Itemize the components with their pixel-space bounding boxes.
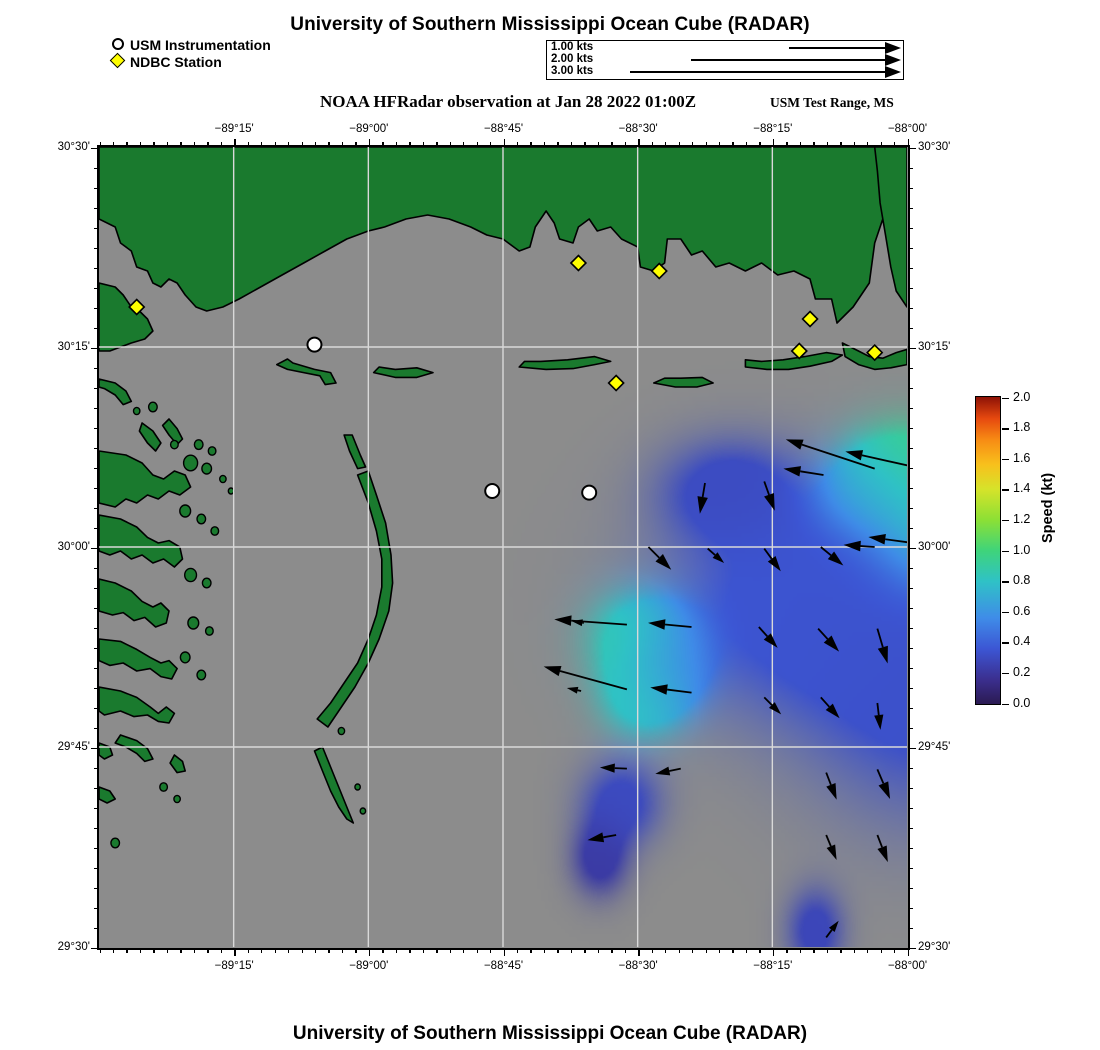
ndbc-station-diamond-icon: [109, 52, 130, 70]
x-axis-label: −89°15': [214, 123, 254, 135]
ndbc-station-marker: [650, 262, 668, 280]
colorbar-tick: [1002, 703, 1009, 706]
colorbar-tick: [1002, 672, 1009, 675]
vector-key-row-2: 2.00 kts: [547, 53, 903, 66]
vector-scale-key: 1.00 kts 2.00 kts 3.00 kts: [546, 40, 904, 80]
colorbar-tick: [1002, 642, 1009, 644]
vector-key-arrowhead-2: [885, 54, 901, 66]
vector-key-label-3: 3.00 kts: [551, 65, 594, 77]
station-legend: USM Instrumentation NDBC Station: [109, 37, 271, 70]
colorbar-tick-label: 0.2: [1013, 664, 1031, 679]
colorbar-tick-label: 2.0: [1013, 389, 1031, 404]
colorbar-tick-label: 1.4: [1013, 481, 1031, 496]
colorbar-tick-label: 0.8: [1013, 573, 1031, 588]
x-axis-label: −88°45': [483, 960, 524, 972]
ndbc-station-marker: [607, 374, 625, 392]
legend-item-ndbc-station: NDBC Station: [109, 52, 271, 70]
y-axis-label: 29°45': [918, 740, 951, 753]
x-axis-label: −88°45': [483, 123, 524, 135]
x-axis-label: −88°15': [753, 960, 793, 972]
vector-key-row-1: 1.00 kts: [547, 41, 903, 54]
legend-label-ndbc: NDBC Station: [130, 54, 222, 70]
colorbar-title: Speed (kt): [1040, 472, 1056, 544]
colorbar-tick-label: 1.8: [1013, 420, 1031, 435]
colorbar-tick-label: 0.0: [1013, 695, 1031, 710]
y-axis-label: 29°30': [57, 940, 90, 953]
colorbar-tick: [1002, 519, 1009, 522]
vector-key-arrowhead-1: [885, 42, 901, 54]
y-axis-label: 30°15': [57, 340, 90, 353]
legend-item-usm-instrumentation: USM Instrumentation: [110, 37, 271, 53]
vector-key-label-2: 2.00 kts: [551, 53, 594, 65]
observation-subtitle: NOAA HFRadar observation at Jan 28 2022 …: [319, 92, 697, 111]
x-axis-label: −88°00': [887, 123, 928, 135]
speed-colorbar: 2.0 1.8 1.6 1.4 1.2 1.0 0.8 0.6 0.4 0.2 0.0: [975, 390, 1030, 709]
colorbar-tick: [1002, 397, 1009, 400]
x-axis-label: −88°15': [753, 123, 793, 135]
page-title: University of Southern Mississippi Ocean…: [290, 14, 810, 35]
vector-key-shaft-3: [630, 71, 887, 73]
map-canvas[interactable]: [99, 147, 908, 948]
ndbc-station-marker: [801, 310, 819, 328]
usm-instrumentation-marker: [581, 484, 598, 501]
radar-map[interactable]: [97, 145, 910, 950]
legend-label-usm: USM Instrumentation: [130, 37, 271, 53]
usm-instrumentation-marker: [306, 336, 323, 353]
colorbar-tick: [1002, 581, 1009, 583]
colorbar-tick-label: 1.6: [1013, 450, 1031, 465]
colorbar-tick: [1002, 489, 1009, 491]
usm-instrumentation-marker: [484, 483, 501, 499]
ndbc-station-marker: [790, 342, 808, 360]
x-axis-label: −88°30': [618, 123, 658, 135]
y-axis-label: 29°45': [57, 740, 90, 753]
x-axis-label: −88°00': [887, 960, 928, 972]
colorbar-tick-label: 0.4: [1013, 634, 1031, 649]
colorbar-tick-label: 1.0: [1013, 542, 1031, 557]
x-axis-label: −89°00': [349, 123, 389, 135]
ndbc-station-marker: [569, 254, 588, 272]
y-axis-label: 30°00': [57, 540, 90, 553]
ndbc-station-marker: [866, 343, 884, 362]
colorbar-gradient: [975, 396, 1001, 705]
colorbar-tick: [1002, 611, 1009, 614]
vector-key-shaft-2: [691, 59, 887, 61]
vector-key-shaft-1: [789, 47, 887, 49]
colorbar-tick: [1002, 458, 1009, 461]
vector-key-arrowhead-3: [885, 66, 901, 78]
footer-title: University of Southern Mississippi Ocean…: [292, 1023, 808, 1044]
map-vector-layer: [99, 147, 907, 947]
y-axis-label: 30°30': [918, 140, 951, 153]
station-markers: [128, 254, 884, 501]
y-axis-label: 30°30': [57, 140, 90, 153]
colorbar-tick: [1002, 428, 1009, 430]
y-axis-label: 29°30': [918, 940, 951, 953]
x-axis-label: −88°30': [618, 960, 658, 972]
range-label: USM Test Range, MS: [770, 95, 894, 110]
current-vectors: [543, 439, 907, 938]
graticule-grid: [99, 147, 907, 947]
x-axis-label: −89°15': [214, 960, 254, 972]
vector-key-row-3: 3.00 kts: [547, 65, 903, 78]
ndbc-station-marker: [128, 298, 146, 316]
colorbar-tick-label: 0.6: [1013, 603, 1031, 618]
y-axis-label: 30°00': [918, 540, 951, 553]
x-axis-label: −89°00': [349, 960, 389, 972]
vector-key-label-1: 1.00 kts: [551, 41, 594, 53]
usm-instrumentation-circle-icon: [110, 37, 130, 53]
colorbar-tick: [1002, 550, 1009, 553]
colorbar-tick-label: 1.2: [1013, 511, 1031, 526]
y-axis-label: 30°15': [918, 340, 951, 353]
